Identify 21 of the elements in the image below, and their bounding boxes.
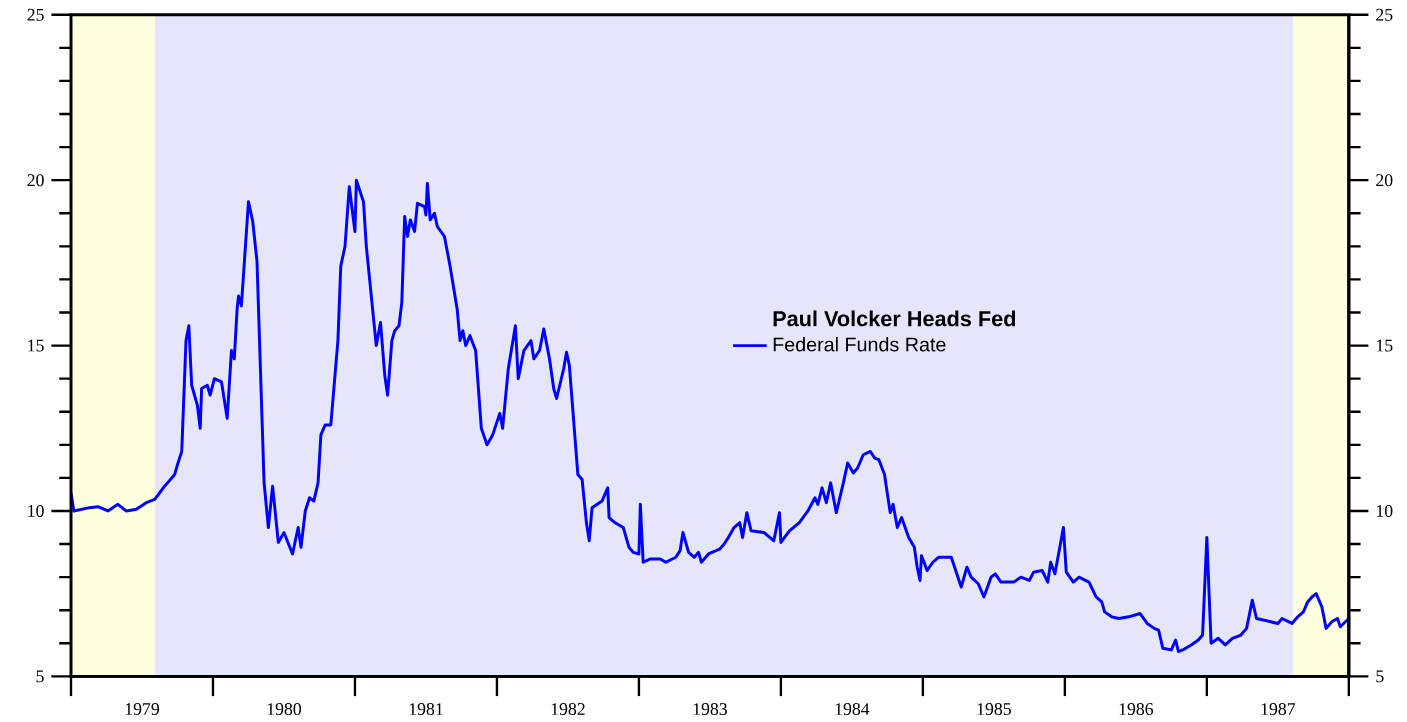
x-tick-label: 1985	[977, 703, 1011, 716]
x-tick-label: 1986	[1119, 703, 1154, 716]
x-tick-label: 1983	[693, 703, 727, 716]
x-tick-label: 1980	[267, 703, 302, 716]
y2-tick-label: 5	[1376, 670, 1384, 683]
x-tick-label: 1981	[409, 703, 443, 716]
y2-tick-label: 10	[1376, 505, 1393, 518]
y-tick-label: 10	[28, 505, 44, 518]
x-tick-label: 1979	[125, 703, 159, 716]
y2-tick-label: 15	[1376, 339, 1393, 352]
y-tick-label: 5	[36, 670, 44, 683]
legend-title: Paul Volcker Heads Fed	[773, 310, 1016, 327]
x-tick-label: 1984	[835, 703, 870, 716]
y-tick-label: 25	[27, 9, 44, 21]
x-tick-label: 1982	[551, 703, 585, 716]
y-tick-label: 20	[27, 174, 44, 187]
y-tick-label: 15	[28, 339, 44, 352]
y2-tick-label: 20	[1376, 174, 1393, 187]
x-tick-label: 1987	[1261, 703, 1296, 716]
y2-tick-label: 25	[1376, 9, 1393, 21]
legend-label: Federal Funds Rate	[773, 337, 946, 352]
